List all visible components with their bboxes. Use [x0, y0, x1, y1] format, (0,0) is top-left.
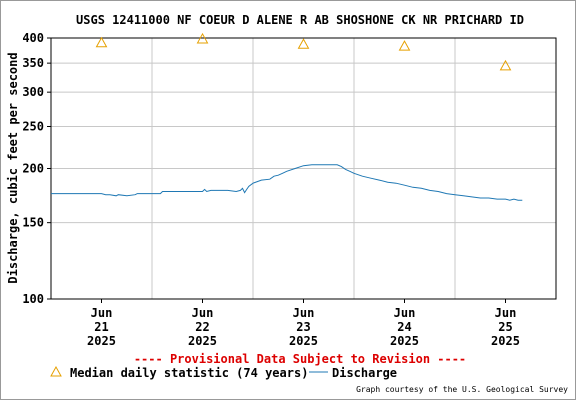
- x-tick-label: 24: [397, 320, 411, 334]
- y-tick-label: 200: [22, 162, 44, 176]
- median-marker: [398, 40, 411, 51]
- legend: Median daily statistic (74 years) Discha…: [50, 365, 397, 380]
- median-marker: [95, 36, 108, 48]
- x-tick-label: Jun: [394, 306, 416, 320]
- y-tick-label: 250: [22, 119, 44, 133]
- x-tick-label: 2025: [491, 334, 520, 348]
- x-tick-label: 2025: [289, 334, 318, 348]
- x-tick-label: Jun: [495, 306, 517, 320]
- x-tick-label: 21: [94, 320, 108, 334]
- x-tick-label: 2025: [390, 334, 419, 348]
- x-tick-label: 25: [498, 320, 512, 334]
- x-tick-label: 2025: [188, 334, 217, 348]
- legend-discharge-label: Discharge: [332, 366, 397, 380]
- credit-text: Graph courtesy of the U.S. Geological Su…: [356, 385, 568, 394]
- legend-median-label: Median daily statistic (74 years): [70, 366, 308, 380]
- median-marker: [297, 38, 310, 49]
- x-tick-label: Jun: [91, 306, 113, 320]
- plot-grid: [51, 38, 556, 299]
- chart-title: USGS 12411000 NF COEUR D ALENE R AB SHOS…: [76, 13, 524, 27]
- x-tick-label: 22: [195, 320, 209, 334]
- median-marker: [499, 59, 512, 71]
- y-tick-label: 150: [22, 216, 44, 230]
- discharge-line: [51, 164, 523, 201]
- median-marker: [196, 32, 209, 44]
- y-tick-label: 400: [22, 31, 44, 45]
- provisional-notice: ---- Provisional Data Subject to Revisio…: [134, 352, 466, 366]
- x-tick-label: Jun: [293, 306, 315, 320]
- x-tick-label: 23: [296, 320, 310, 334]
- x-tick-label: Jun: [192, 306, 214, 320]
- y-tick-label: 100: [22, 292, 44, 306]
- y-tick-label: 300: [22, 85, 44, 99]
- x-tick-label: 2025: [87, 334, 116, 348]
- y-axis-label: Discharge, cubic feet per second: [6, 52, 20, 283]
- series-layer: [51, 32, 523, 201]
- y-axis: 100 150 200 250 300 350 400: [22, 31, 51, 306]
- x-axis: Jun212025Jun222025Jun232025Jun242025Jun2…: [87, 299, 520, 348]
- median-legend-icon: [50, 365, 62, 377]
- y-tick-label: 350: [22, 56, 44, 70]
